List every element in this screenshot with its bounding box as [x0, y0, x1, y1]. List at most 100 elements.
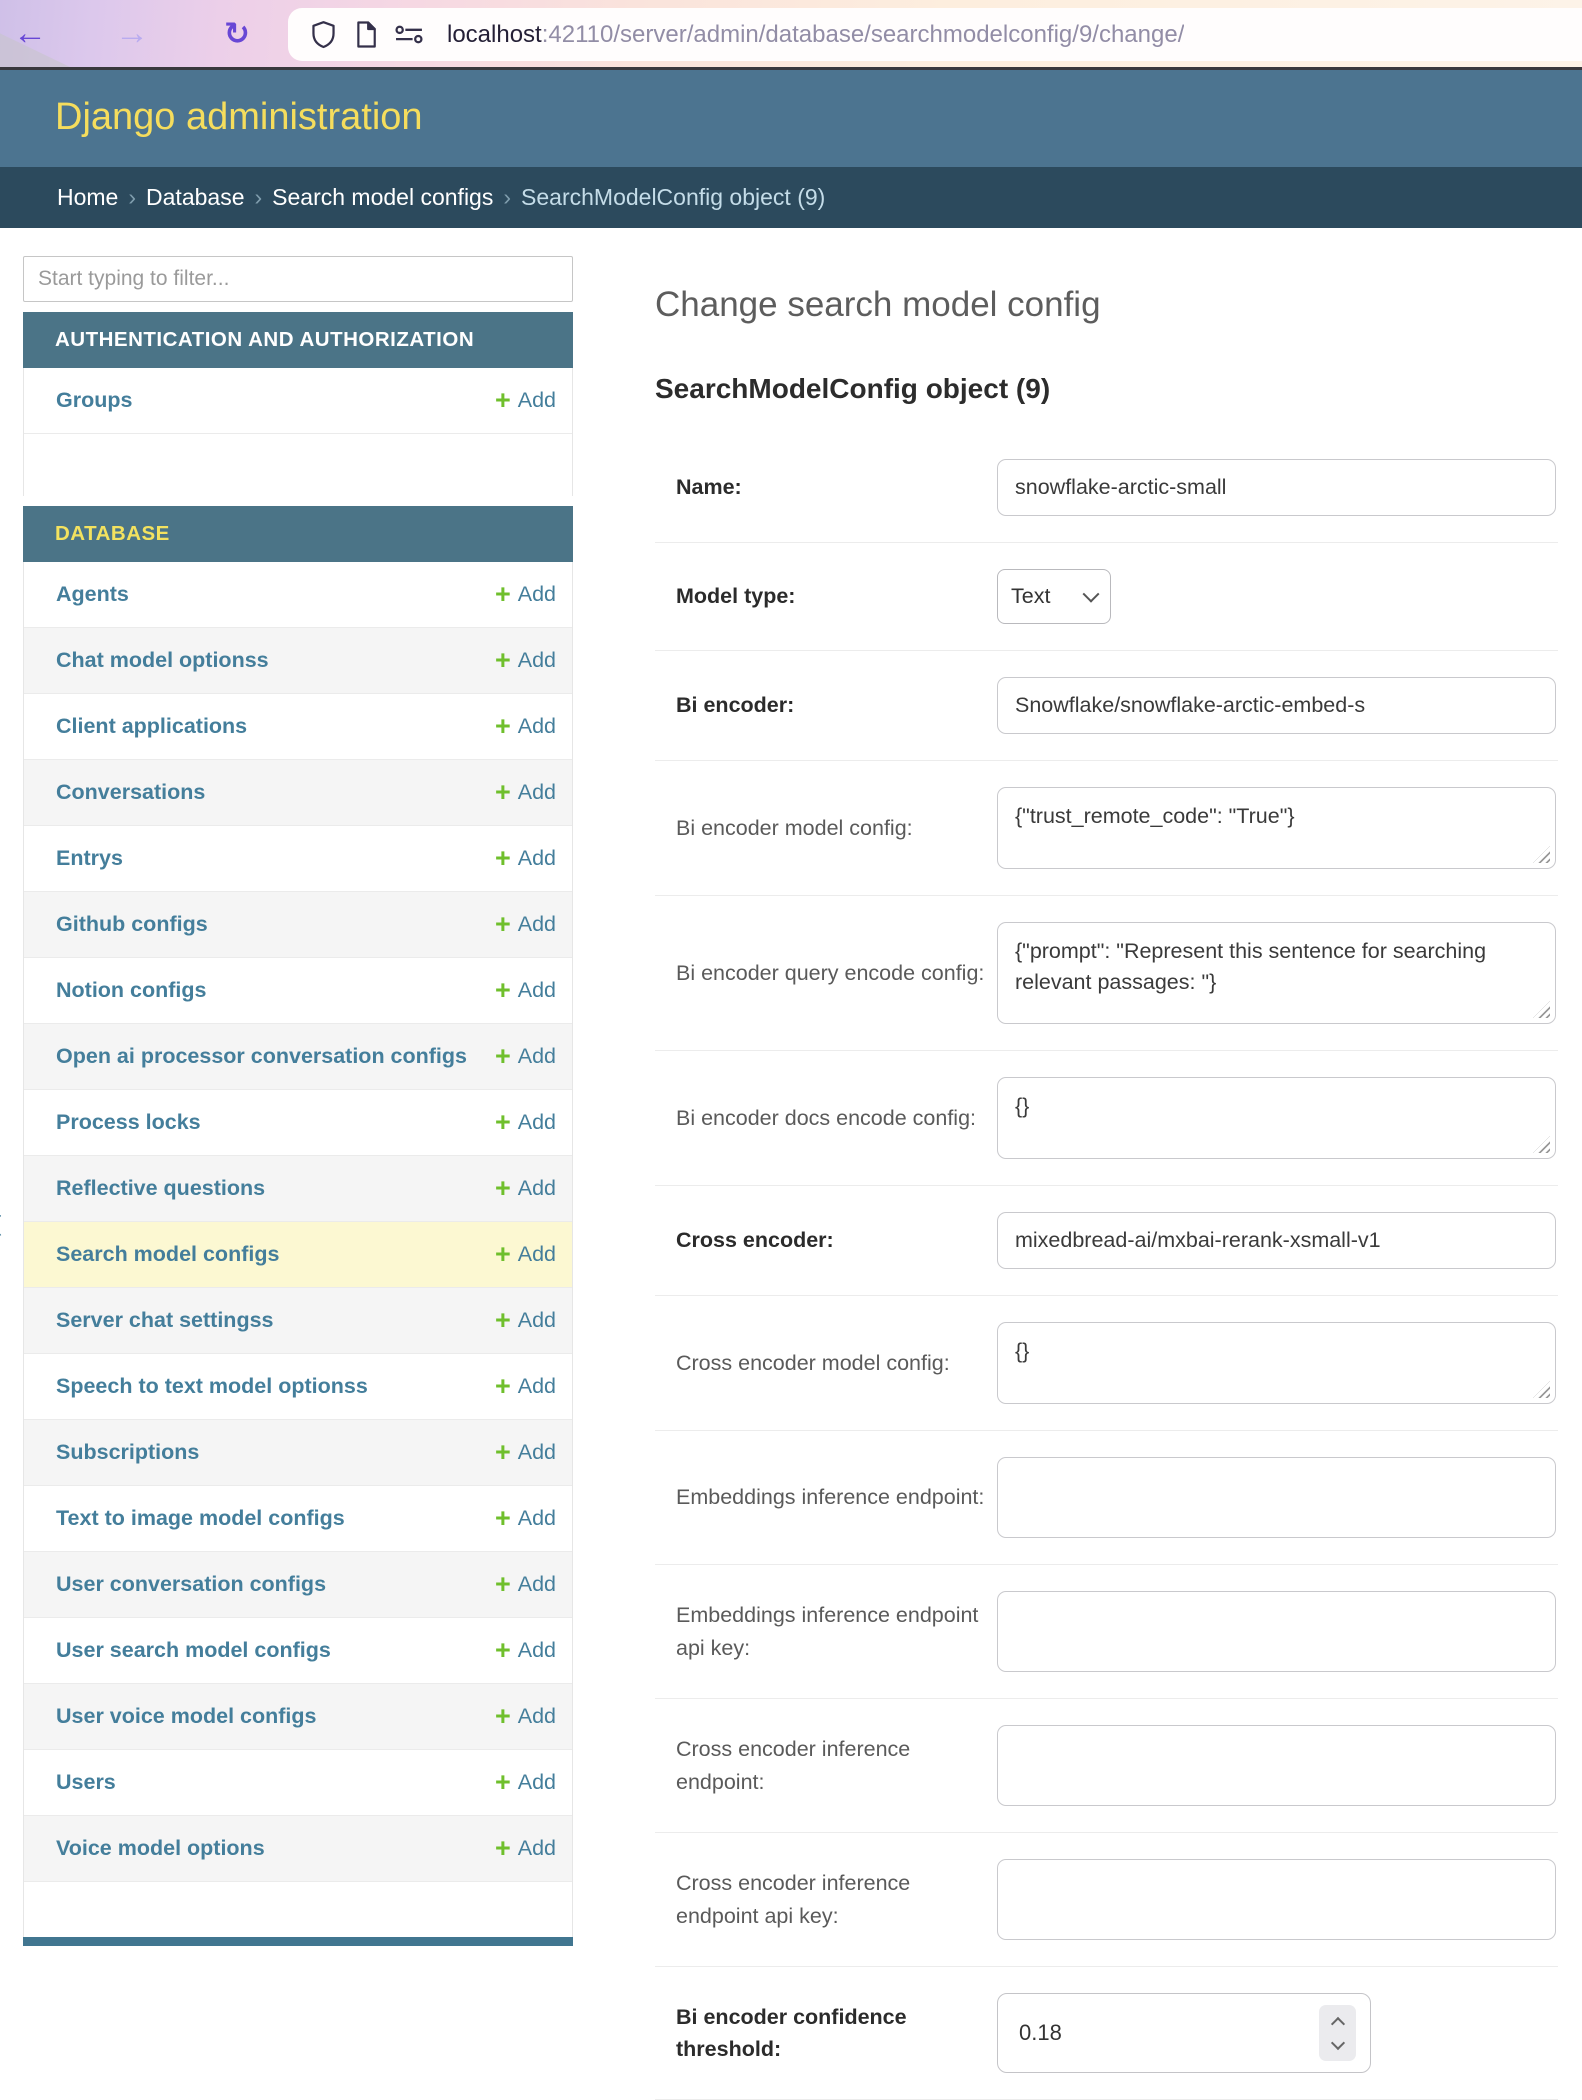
url-path: :42110/server/admin/database/searchmodel… [541, 20, 1185, 48]
model-link-entrys[interactable]: Entrys [56, 846, 123, 871]
form-row-embeddings-inference-endpoint: Embeddings inference endpoint: [655, 1431, 1558, 1565]
sidebar-next-section-strip [23, 1937, 573, 1946]
form-row-bi-encoder-query-encode-config: Bi encoder query encode config: [655, 896, 1558, 1051]
input-embeddings-inference-endpoint[interactable] [997, 1457, 1556, 1538]
field-label-name: Name: [676, 475, 742, 500]
field-label-cross-encoder-inference-endpoint-api-key: Cross encoder inference endpoint api key… [676, 1871, 911, 1928]
chevron-down-icon [1082, 585, 1100, 603]
add-label: Add [517, 1242, 556, 1266]
input-embeddings-inference-endpoint-api-key[interactable] [997, 1591, 1556, 1672]
model-link-conversations[interactable]: Conversations [56, 780, 206, 805]
form-row-model-type: Model type: Text [655, 543, 1558, 651]
input-cross-encoder-inference-endpoint-api-key[interactable] [997, 1859, 1556, 1940]
sidebar-toggle-icon[interactable]: ‹ [0, 1196, 3, 1248]
number-input-bi-encoder-confidence-threshold[interactable]: 0.18 [997, 1993, 1371, 2073]
textarea-bi-encoder-docs-encode-config[interactable] [997, 1077, 1556, 1159]
model-link-user-search-model-configs[interactable]: User search model configs [56, 1638, 331, 1663]
add-link-user-voice-model-configs[interactable]: + Add [495, 1703, 556, 1730]
add-link-agents[interactable]: + Add [495, 581, 556, 608]
number-stepper[interactable] [1319, 2005, 1356, 2061]
add-link-search-model-configs[interactable]: + Add [495, 1241, 556, 1268]
model-link-user-conversation-configs[interactable]: User conversation configs [56, 1572, 327, 1597]
model-link-client-applications[interactable]: Client applications [56, 714, 248, 739]
model-link-reflective-questions[interactable]: Reflective questions [56, 1176, 266, 1201]
input-name[interactable] [997, 459, 1556, 516]
input-cross-encoder-inference-endpoint[interactable] [997, 1725, 1556, 1806]
model-link-notion-configs[interactable]: Notion configs [56, 978, 207, 1003]
add-link-conversations[interactable]: + Add [495, 779, 556, 806]
textarea-cross-encoder-model-config[interactable] [997, 1322, 1556, 1404]
form-row-embeddings-inference-endpoint-api-key: Embeddings inference endpoint api key: [655, 1565, 1558, 1699]
section-module-database: Agents + Add Chat model optionss + Add Client … [23, 562, 573, 1882]
django-header: Django administration [0, 70, 1582, 167]
form-row-bi-encoder-confidence-threshold: Bi encoder confidence threshold: 0.18 [655, 1967, 1558, 2100]
shield-icon[interactable] [310, 20, 337, 49]
add-link-chat-model-optionss[interactable]: + Add [495, 647, 556, 674]
plus-icon: + [494, 909, 511, 939]
url-text[interactable]: localhost:42110/server/admin/database/se… [447, 21, 1184, 49]
chevron-down-icon[interactable] [1330, 2035, 1345, 2050]
sidebar-filter-input[interactable] [23, 256, 573, 302]
sidebar-item-subscriptions: Subscriptions + Add [24, 1420, 572, 1486]
model-link-process-locks[interactable]: Process locks [56, 1110, 201, 1135]
add-link-server-chat-settingss[interactable]: + Add [495, 1307, 556, 1334]
document-icon[interactable] [354, 20, 378, 49]
model-link-users[interactable]: Users [56, 1770, 116, 1795]
input-cross-encoder[interactable] [997, 1212, 1556, 1269]
textarea-bi-encoder-query-encode-config[interactable] [997, 922, 1556, 1024]
add-link-groups[interactable]: + Add [495, 387, 556, 414]
add-link-text-to-image-model-configs[interactable]: + Add [495, 1505, 556, 1532]
add-link-github-configs[interactable]: + Add [495, 911, 556, 938]
model-link-speech-to-text-model-optionss[interactable]: Speech to text model optionss [56, 1374, 368, 1399]
model-link-chat-model-optionss[interactable]: Chat model optionss [56, 648, 269, 673]
model-link-user-voice-model-configs[interactable]: User voice model configs [56, 1704, 317, 1729]
plus-icon: + [494, 1437, 511, 1467]
plus-icon: + [494, 1833, 511, 1863]
add-link-client-applications[interactable]: + Add [495, 713, 556, 740]
model-link-text-to-image-model-configs[interactable]: Text to image model configs [56, 1506, 345, 1531]
select-value: Text [1011, 584, 1051, 608]
breadcrumb-link-database[interactable]: Database [146, 184, 245, 210]
section-header-authentication-and-authorization[interactable]: AUTHENTICATION AND AUTHORIZATION [23, 312, 573, 368]
add-link-notion-configs[interactable]: + Add [495, 977, 556, 1004]
add-label: Add [517, 1770, 556, 1794]
forward-button[interactable]: → [115, 14, 149, 52]
breadcrumb-link-search-model-configs[interactable]: Search model configs [272, 184, 494, 210]
add-link-entrys[interactable]: + Add [495, 845, 556, 872]
add-link-speech-to-text-model-optionss[interactable]: + Add [495, 1373, 556, 1400]
chevron-up-icon[interactable] [1330, 2016, 1345, 2031]
model-link-subscriptions[interactable]: Subscriptions [56, 1440, 200, 1465]
plus-icon: + [494, 975, 511, 1005]
input-bi-encoder[interactable] [997, 677, 1556, 734]
add-link-voice-model-options[interactable]: + Add [495, 1835, 556, 1862]
sidebar-item-search-model-configs: Search model configs + Add [24, 1222, 572, 1288]
add-label: Add [517, 912, 556, 936]
add-link-subscriptions[interactable]: + Add [495, 1439, 556, 1466]
page-title: Change search model config [655, 285, 1101, 324]
sidebar-item-users: Users + Add [24, 1750, 572, 1816]
model-link-search-model-configs[interactable]: Search model configs [56, 1242, 280, 1267]
model-link-github-configs[interactable]: Github configs [56, 912, 208, 937]
model-link-agents[interactable]: Agents [56, 582, 129, 607]
permissions-icon[interactable] [395, 24, 424, 46]
textarea-bi-encoder-model-config[interactable] [997, 787, 1556, 869]
add-link-users[interactable]: + Add [495, 1769, 556, 1796]
add-link-user-conversation-configs[interactable]: + Add [495, 1571, 556, 1598]
section-header-database[interactable]: DATABASE [23, 506, 573, 562]
breadcrumb-link-home[interactable]: Home [57, 184, 119, 210]
model-link-groups[interactable]: Groups [56, 388, 133, 413]
add-link-process-locks[interactable]: + Add [495, 1109, 556, 1136]
add-link-open-ai-processor-conversation-configs[interactable]: + Add [495, 1043, 556, 1070]
back-button[interactable]: ← [13, 14, 47, 52]
add-link-user-search-model-configs[interactable]: + Add [495, 1637, 556, 1664]
model-link-server-chat-settingss[interactable]: Server chat settingss [56, 1308, 274, 1333]
model-link-voice-model-options[interactable]: Voice model options [56, 1836, 265, 1861]
reload-button[interactable]: ↻ [224, 15, 250, 51]
sidebar-item-github-configs: Github configs + Add [24, 892, 572, 958]
address-bar[interactable]: localhost:42110/server/admin/database/se… [288, 8, 1582, 61]
sidebar-item-speech-to-text-model-optionss: Speech to text model optionss + Add [24, 1354, 572, 1420]
select-model-type[interactable]: Text [997, 569, 1111, 624]
model-link-open-ai-processor-conversation-configs[interactable]: Open ai processor conversation configs [56, 1044, 467, 1069]
add-link-reflective-questions[interactable]: + Add [495, 1175, 556, 1202]
site-title[interactable]: Django administration [55, 96, 423, 138]
